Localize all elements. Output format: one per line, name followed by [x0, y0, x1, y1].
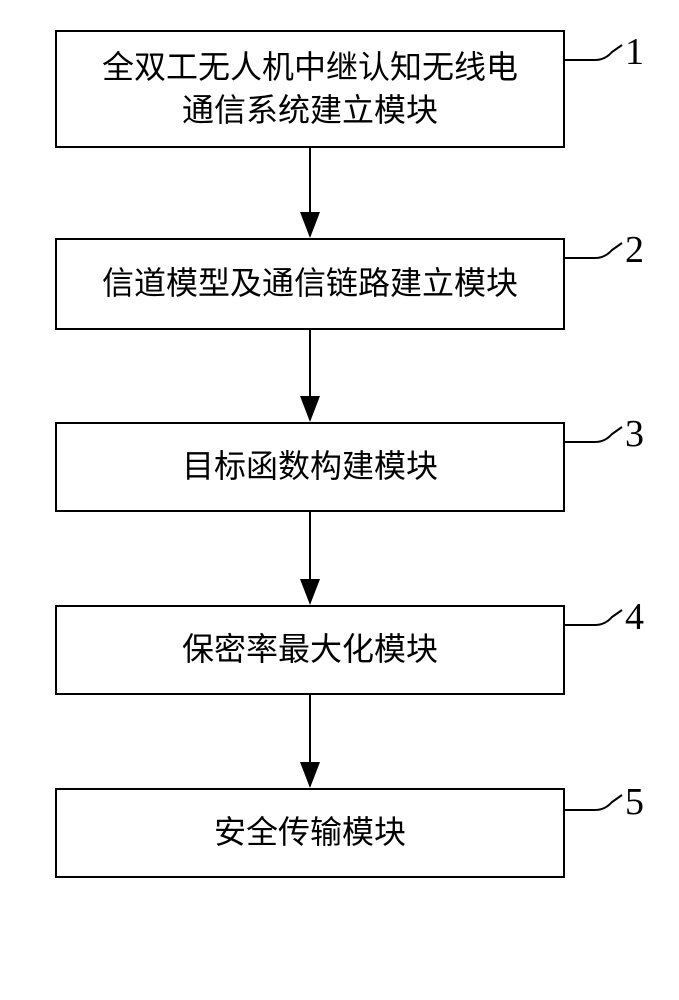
flowchart-canvas: 全双工无人机中继认知无线电通信系统建立模块 信道模型及通信链路建立模块 目标函数…	[0, 0, 679, 1000]
arrow-4-5	[0, 0, 679, 1000]
